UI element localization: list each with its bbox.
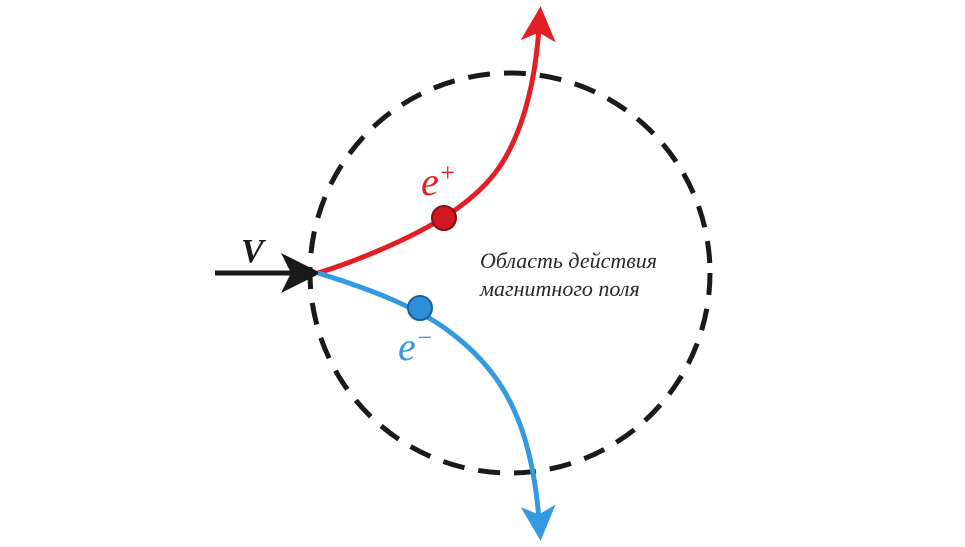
positron-particle <box>432 206 456 230</box>
positron-label: e+ <box>421 158 456 204</box>
positron-trajectory <box>318 15 540 273</box>
physics-diagram: V e+ e− Область действия магнитного поля <box>0 0 965 547</box>
electron-label: e− <box>398 323 433 369</box>
velocity-label: V <box>241 233 266 270</box>
magnetic-field-boundary <box>310 73 710 473</box>
field-region-label-line1: Область действия <box>480 248 657 273</box>
electron-particle <box>408 296 432 320</box>
field-region-label-line2: магнитного поля <box>479 276 640 301</box>
